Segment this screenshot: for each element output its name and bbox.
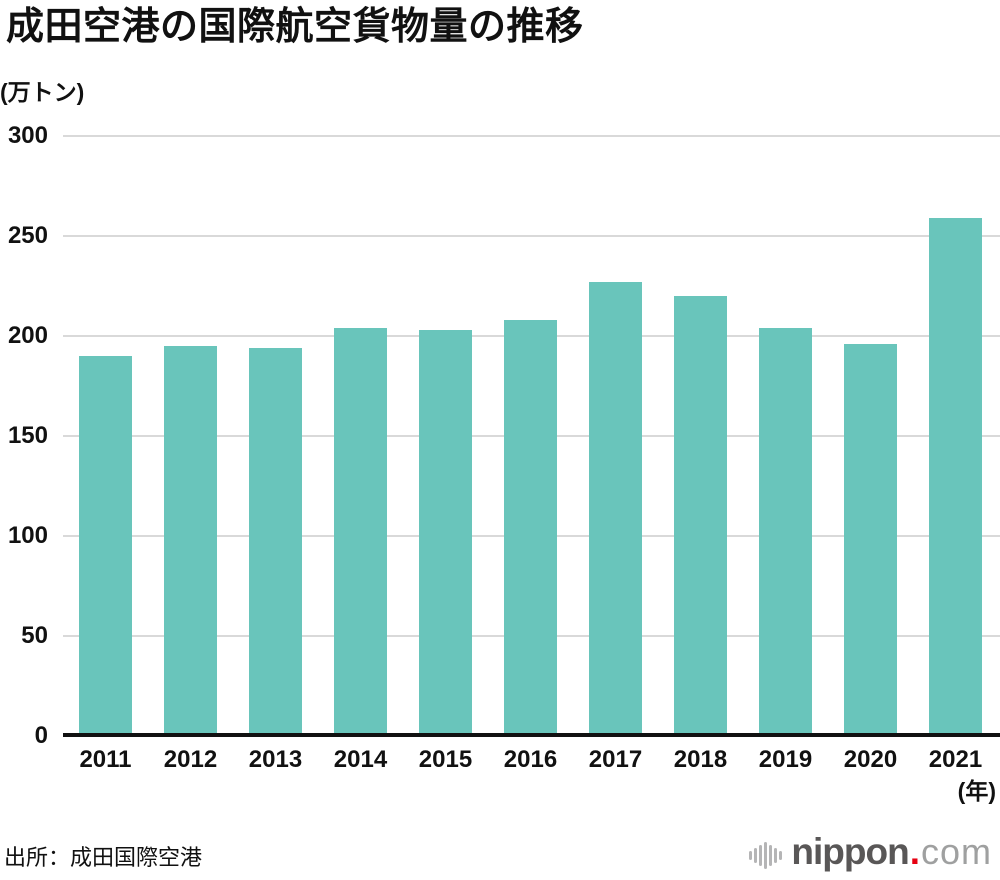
x-tick-label-2011: 2011: [79, 746, 132, 773]
y-tick-label-100: 100: [7, 522, 48, 549]
bar-2021: [929, 218, 982, 736]
bar-2013: [249, 348, 302, 736]
bar-2020: [844, 344, 897, 736]
x-tick-label-2013: 2013: [248, 746, 303, 773]
bar-2016: [504, 320, 557, 736]
bar-2019: [759, 328, 812, 736]
bar-2012: [164, 346, 217, 736]
x-tick-label-2016: 2016: [503, 746, 558, 773]
logo-red-dot: .: [909, 831, 920, 872]
x-tick-label-2017: 2017: [588, 746, 643, 773]
soundwave-icon: [749, 841, 783, 869]
y-tick-label-300: 300: [7, 122, 48, 149]
bar-2018: [674, 296, 727, 736]
source-note: 出所：成田国際空港: [4, 845, 203, 870]
x-tick-label-2014: 2014: [333, 746, 388, 773]
x-tick-label-2018: 2018: [673, 746, 728, 773]
x-axis-unit-label: (年): [957, 778, 996, 804]
y-tick-label-150: 150: [7, 422, 48, 449]
bar-2014: [334, 328, 387, 736]
y-axis-unit-label: (万トン): [0, 79, 85, 105]
gridline-y-300: [63, 135, 1000, 137]
bar-2015: [419, 330, 472, 736]
logo-text-com: com: [920, 831, 992, 872]
x-axis-line: [63, 733, 1000, 737]
gridline-y-250: [63, 235, 1000, 237]
x-tick-label-2021: 2021: [928, 746, 983, 773]
x-tick-label-2019: 2019: [758, 746, 813, 773]
nippon-com-logo[interactable]: nippon . com: [749, 833, 992, 877]
logo-text-nippon: nippon: [791, 831, 909, 872]
bar-2017: [589, 282, 642, 736]
bar-2011: [79, 356, 132, 736]
x-tick-label-2020: 2020: [843, 746, 898, 773]
y-tick-label-50: 50: [21, 622, 48, 649]
y-tick-label-200: 200: [7, 322, 48, 349]
y-tick-label-0: 0: [34, 722, 48, 749]
chart-title: 成田空港の国際航空貨物量の推移: [6, 6, 584, 48]
x-tick-label-2012: 2012: [163, 746, 218, 773]
x-tick-label-2015: 2015: [418, 746, 473, 773]
y-tick-label-250: 250: [7, 222, 48, 249]
